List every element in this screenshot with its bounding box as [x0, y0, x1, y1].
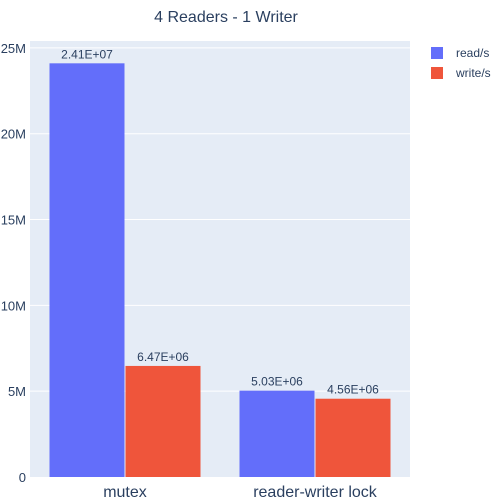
- x-axis: mutex reader-writer lock: [103, 484, 378, 500]
- bar-labels: 2.41E+07 6.47E+06 5.03E+06 4.56E+06: [61, 47, 379, 396]
- legend-swatch: [431, 67, 443, 79]
- bars: [49, 63, 391, 477]
- y-tick-label: 20M: [1, 127, 26, 142]
- bar-read-s-mutex[interactable]: [49, 63, 125, 477]
- legend-swatch: [431, 47, 443, 59]
- bar-value-label: 5.03E+06: [251, 375, 303, 389]
- bar-value-label: 4.56E+06: [327, 383, 379, 397]
- bar-write-s-mutex[interactable]: [125, 365, 201, 477]
- y-tick-label: 5M: [8, 384, 26, 399]
- bar-write-s-reader-writer-lock[interactable]: [315, 398, 391, 477]
- legend-label: read/s: [456, 46, 489, 60]
- y-tick-label: 0: [19, 470, 26, 485]
- bar-read-s-reader-writer-lock[interactable]: [239, 390, 315, 477]
- y-tick-label: 15M: [1, 213, 26, 228]
- y-axis: 0 5M 10M 15M 20M 25M: [1, 41, 26, 485]
- bar-value-label: 6.47E+06: [137, 350, 189, 364]
- legend[interactable]: read/s write/s: [431, 46, 491, 80]
- y-tick-label: 10M: [1, 298, 26, 313]
- bar-value-label: 2.41E+07: [61, 47, 113, 61]
- x-category-label: reader-writer lock: [253, 484, 378, 500]
- x-category-label: mutex: [103, 484, 147, 500]
- legend-item[interactable]: read/s: [431, 46, 489, 60]
- y-tick-label: 25M: [1, 41, 26, 56]
- legend-item[interactable]: write/s: [431, 66, 491, 80]
- legend-label: write/s: [455, 66, 491, 80]
- chart-title: 4 Readers - 1 Writer: [154, 9, 298, 26]
